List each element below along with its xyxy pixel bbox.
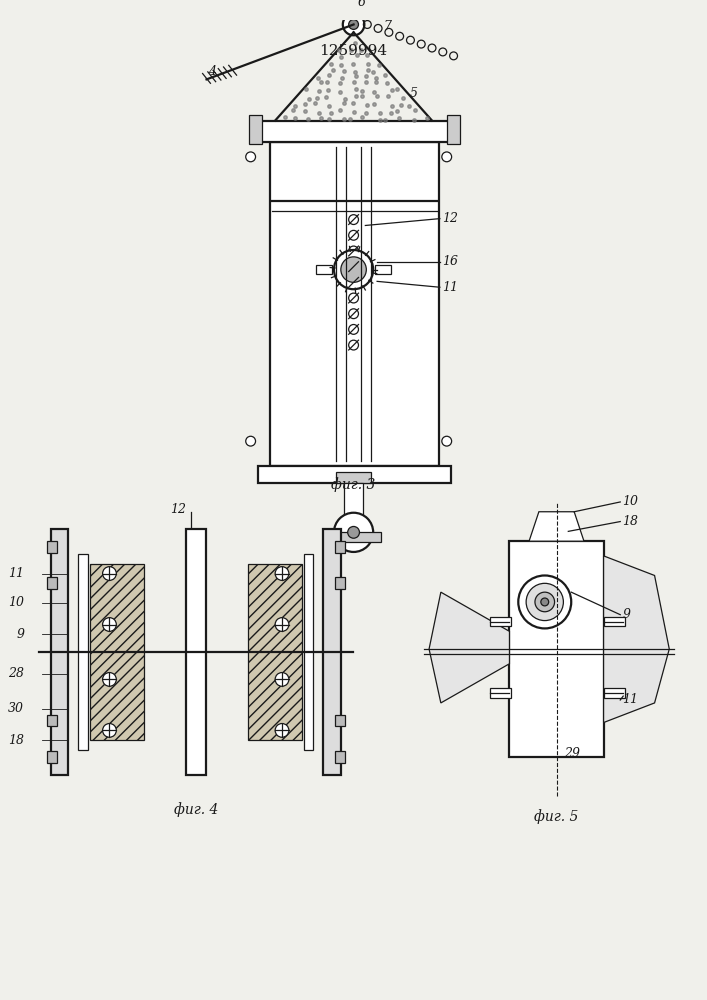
Text: 11: 11: [442, 281, 458, 294]
Circle shape: [275, 724, 289, 737]
Circle shape: [246, 436, 255, 446]
Bar: [247, 564, 302, 740]
Bar: [47, 541, 57, 553]
Circle shape: [275, 618, 289, 631]
Bar: [90, 564, 144, 740]
Circle shape: [535, 592, 554, 612]
Circle shape: [103, 673, 117, 686]
Bar: [335, 541, 345, 553]
Text: 18: 18: [8, 734, 24, 747]
Circle shape: [518, 575, 571, 628]
Text: 30: 30: [8, 702, 24, 715]
Bar: [604, 617, 625, 626]
Circle shape: [103, 724, 117, 737]
Text: 9: 9: [622, 608, 630, 621]
Text: 11: 11: [622, 693, 638, 706]
Circle shape: [343, 14, 364, 35]
Circle shape: [526, 583, 563, 621]
Bar: [259, 121, 450, 142]
Bar: [375, 265, 391, 274]
Text: 16: 16: [442, 255, 458, 268]
Bar: [336, 472, 371, 483]
Polygon shape: [604, 556, 670, 723]
Text: 10: 10: [8, 596, 24, 609]
Text: 7: 7: [383, 20, 391, 33]
Bar: [604, 688, 625, 698]
Bar: [303, 554, 313, 750]
Bar: [490, 688, 511, 698]
Bar: [335, 715, 345, 726]
Circle shape: [341, 257, 366, 282]
Circle shape: [103, 618, 117, 631]
Bar: [335, 751, 345, 763]
Text: 9: 9: [16, 628, 24, 641]
Bar: [47, 751, 57, 763]
Bar: [326, 532, 381, 542]
Bar: [447, 115, 460, 144]
Circle shape: [275, 567, 289, 580]
Bar: [510, 541, 604, 757]
Bar: [186, 529, 206, 775]
Text: 12: 12: [170, 503, 186, 516]
Text: фиг. 3: фиг. 3: [332, 477, 375, 492]
Circle shape: [275, 673, 289, 686]
Bar: [490, 617, 511, 626]
Circle shape: [442, 436, 452, 446]
Text: 1259994: 1259994: [320, 44, 387, 58]
Bar: [316, 265, 332, 274]
Circle shape: [541, 598, 549, 606]
Bar: [344, 483, 363, 517]
Text: 4: 4: [209, 65, 216, 78]
Polygon shape: [529, 512, 584, 541]
Text: 28: 28: [8, 667, 24, 680]
Text: фиг. 4: фиг. 4: [173, 802, 218, 817]
Text: фиг. 5: фиг. 5: [534, 809, 579, 824]
Polygon shape: [429, 592, 510, 703]
Bar: [270, 142, 439, 466]
Text: 11: 11: [8, 567, 24, 580]
Circle shape: [103, 567, 117, 580]
Text: 5: 5: [409, 87, 417, 100]
Bar: [47, 577, 57, 589]
Circle shape: [334, 250, 373, 289]
Bar: [78, 554, 88, 750]
Text: 12: 12: [442, 212, 458, 225]
Circle shape: [442, 152, 452, 162]
Circle shape: [349, 20, 358, 29]
Text: 29: 29: [564, 747, 580, 760]
Bar: [259, 466, 450, 483]
Text: 10: 10: [622, 495, 638, 508]
Bar: [47, 715, 57, 726]
Bar: [335, 577, 345, 589]
Text: 18: 18: [622, 515, 638, 528]
Circle shape: [334, 513, 373, 552]
Text: 6: 6: [358, 0, 366, 9]
Circle shape: [348, 526, 359, 538]
Circle shape: [246, 152, 255, 162]
Bar: [51, 529, 69, 775]
Bar: [249, 115, 262, 144]
Bar: [323, 529, 341, 775]
